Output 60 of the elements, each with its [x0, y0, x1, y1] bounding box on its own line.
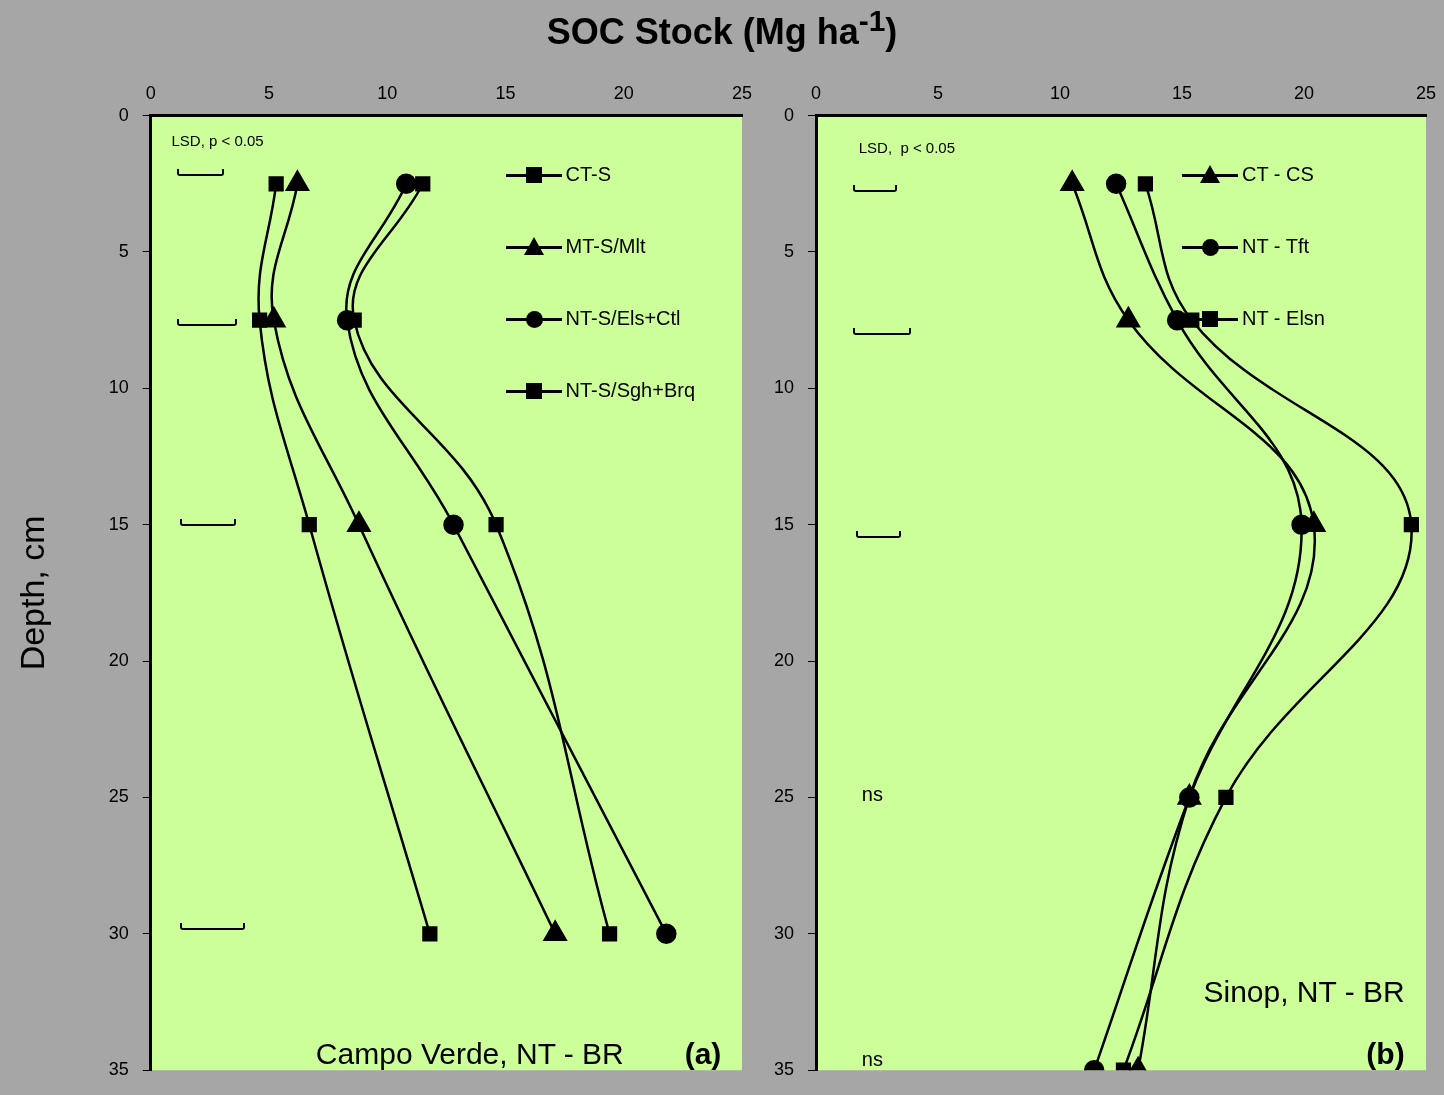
annotation: LSD, p < 0.05: [858, 139, 956, 157]
x-tick-label: 15: [495, 82, 516, 103]
y-tick-label: 10: [773, 377, 795, 398]
y-tick-label: 5: [118, 240, 129, 261]
legend-label: NT-S/Els+Ctl: [565, 307, 681, 331]
point: [395, 173, 417, 195]
x-tick-label: 0: [145, 82, 156, 103]
annotation: (a): [684, 1037, 722, 1071]
x-tick-label: 25: [1415, 82, 1437, 103]
legend-label: NT-S/Sgh+Brq: [565, 379, 696, 403]
point: [1403, 517, 1419, 533]
point: [336, 309, 358, 331]
point: [1166, 309, 1188, 331]
y-tick-label: 0: [784, 104, 795, 125]
annotation: Campo Verde, NT - BR: [315, 1037, 624, 1071]
point: [251, 312, 268, 328]
point: [488, 517, 504, 533]
y-tick-label: 20: [773, 650, 795, 671]
point: [415, 176, 431, 192]
y-tick-label: 30: [108, 922, 129, 943]
annotation: (b): [1366, 1037, 1405, 1071]
point: [443, 514, 464, 535]
annotation: LSD, p < 0.05: [171, 132, 264, 150]
x-tick-label: 20: [613, 82, 634, 103]
y-axis-title: Depth, cm: [12, 515, 51, 671]
annotation: ns: [861, 1048, 883, 1071]
point: [268, 176, 284, 192]
legend-label: NT - Elsn: [1242, 307, 1325, 331]
y-tick-label: 30: [773, 922, 795, 943]
x-tick-label: 5: [264, 82, 275, 103]
legend-label: CT - CS: [1242, 163, 1314, 187]
legend-label: CT-S: [565, 163, 612, 187]
y-tick-label: 20: [108, 650, 129, 671]
x-tick-label: 25: [731, 82, 753, 103]
annotation: ns: [861, 782, 883, 805]
point: [656, 923, 677, 945]
y-tick-label: 15: [108, 513, 129, 534]
x-tick-label: 15: [1171, 82, 1193, 103]
point: [1105, 173, 1127, 195]
y-tick-label: 15: [773, 513, 795, 534]
point: [301, 517, 317, 533]
point: [601, 926, 618, 942]
point: [422, 926, 438, 942]
point: [1137, 176, 1154, 192]
x-tick-label: 20: [1293, 82, 1315, 103]
y-tick-label: 25: [773, 786, 795, 807]
y-tick-label: 5: [784, 240, 795, 261]
y-tick-label: 25: [108, 786, 129, 807]
legend-label: MT-S/Mlt: [565, 235, 646, 259]
y-tick-label: 35: [108, 1059, 129, 1080]
y-tick-label: 35: [773, 1059, 795, 1080]
x-tick-label: 0: [811, 82, 822, 103]
x-tick-label: 5: [933, 82, 944, 103]
x-tick-label: 10: [1050, 82, 1071, 103]
y-tick-label: 10: [108, 377, 129, 398]
annotation: Sinop, NT - BR: [1203, 975, 1405, 1009]
legend-label: NT - Tft: [1242, 235, 1310, 259]
chart-title: SOC Stock (Mg ha$^{-1}$): [545, 4, 899, 53]
y-tick-label: 0: [118, 104, 129, 125]
x-tick-label: 10: [377, 82, 398, 103]
